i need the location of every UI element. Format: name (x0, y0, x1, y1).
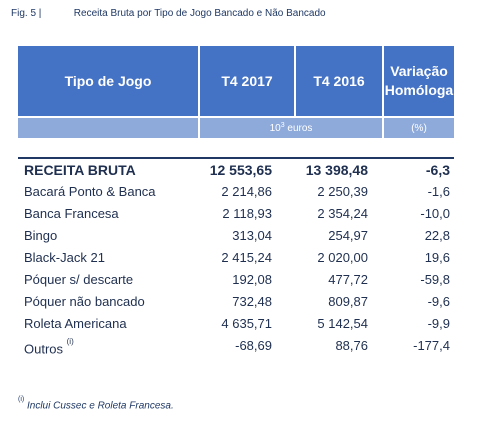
row-name: RECEITA BRUTA (24, 162, 136, 178)
row-variation: 22,8 (424, 228, 450, 243)
figure-caption: Fig. 5 | Receita Bruta por Tipo de Jogo … (11, 8, 326, 19)
row-name: Póquer s/ descarte (24, 272, 134, 287)
header-variacao-homologa: Variação Homóloga (384, 46, 454, 116)
row-t4-2016: 477,72 (328, 272, 368, 287)
row-t4-2017: 732,48 (232, 294, 272, 309)
row-t4-2016: 5 142,54 (317, 316, 368, 331)
row-t4-2016: 2 250,39 (317, 184, 368, 199)
row-t4-2017: 2 415,24 (221, 250, 272, 265)
row-t4-2016: 809,87 (328, 294, 368, 309)
table-row-total: RECEITA BRUTA 12 553,65 13 398,48 -6,3 (18, 159, 454, 181)
header-variacao-line2: Homóloga (384, 82, 454, 98)
row-name: Póquer não bancado (24, 294, 145, 309)
row-t4-2017: 4 635,71 (221, 316, 272, 331)
row-t4-2017: 2 214,86 (221, 184, 272, 199)
row-t4-2017: 192,08 (232, 272, 272, 287)
row-t4-2017: 12 553,65 (209, 162, 272, 178)
row-variation: -1,6 (427, 184, 450, 199)
row-t4-2016: 254,97 (328, 228, 368, 243)
row-t4-2017: 313,04 (232, 228, 272, 243)
row-name: Bingo (24, 228, 58, 243)
row-t4-2016: 88,76 (335, 338, 368, 353)
footnote: (i) Inclui Cussec e Roleta Francesa. (18, 396, 174, 412)
row-t4-2017: -68,69 (235, 338, 272, 353)
row-name-text: Outros (24, 341, 64, 357)
row-footnote-marker: (i) (66, 337, 74, 346)
row-name: Roleta Americana (24, 316, 127, 331)
figure-title: Receita Bruta por Tipo de Jogo Bancado e… (73, 8, 326, 19)
row-t4-2016: 2 354,24 (317, 206, 368, 221)
table-header: Tipo de Jogo T4 2017 T4 2016 Variação Ho… (18, 46, 454, 116)
row-variation: -6,3 (425, 162, 450, 178)
units-row: 10 3 euros (%) (18, 118, 454, 138)
row-variation: -9,9 (427, 316, 450, 331)
table-row: Roleta Americana 4 635,71 5 142,54 -9,9 (18, 313, 454, 335)
table-row: Póquer s/ descarte 192,08 477,72 -59,8 (18, 269, 454, 291)
units-values-cell: 10 3 euros (200, 118, 382, 138)
units-blank-cell (18, 118, 198, 138)
table-row: Banca Francesa 2 118,93 2 354,24 -10,0 (18, 203, 454, 225)
units-exponent: 3 (280, 121, 285, 129)
units-rest: euros (284, 122, 313, 134)
table-row: Bacará Ponto & Banca 2 214,86 2 250,39 -… (18, 181, 454, 203)
row-name: Bacará Ponto & Banca (24, 184, 156, 199)
units-variation-cell: (%) (384, 118, 454, 138)
header-tipo-de-jogo: Tipo de Jogo (18, 46, 198, 116)
table-row: Póquer não bancado 732,48 809,87 -9,6 (18, 291, 454, 313)
row-name: Banca Francesa (24, 206, 119, 221)
table-row: Outros (i) -68,69 88,76 -177,4 (18, 335, 454, 357)
footnote-marker: (i) (18, 396, 25, 403)
row-variation: -10,0 (420, 206, 450, 221)
row-t4-2017: 2 118,93 (222, 206, 272, 221)
row-variation: 19,6 (424, 250, 450, 265)
table-row: Bingo 313,04 254,97 22,8 (18, 225, 454, 247)
table-row: Black-Jack 21 2 415,24 2 020,00 19,6 (18, 247, 454, 269)
units-base: 10 (269, 122, 281, 134)
figure-number: Fig. 5 | (11, 8, 42, 19)
row-t4-2016: 2 020,00 (317, 250, 368, 265)
table-body: RECEITA BRUTA 12 553,65 13 398,48 -6,3 B… (18, 159, 454, 357)
row-variation: -59,8 (420, 272, 450, 287)
header-variacao-line1: Variação (390, 63, 448, 79)
row-name: Outros (i) (24, 335, 74, 357)
table-divider (18, 157, 454, 159)
row-name: Black-Jack 21 (24, 250, 105, 265)
row-t4-2016: 13 398,48 (305, 162, 368, 178)
header-t4-2017: T4 2017 (200, 46, 294, 116)
revenue-table: Tipo de Jogo T4 2017 T4 2016 Variação Ho… (18, 46, 454, 356)
footnote-text: Inclui Cussec e Roleta Francesa. (24, 400, 174, 412)
row-variation: -9,6 (427, 294, 450, 309)
header-t4-2016: T4 2016 (296, 46, 382, 116)
row-variation: -177,4 (413, 338, 450, 353)
